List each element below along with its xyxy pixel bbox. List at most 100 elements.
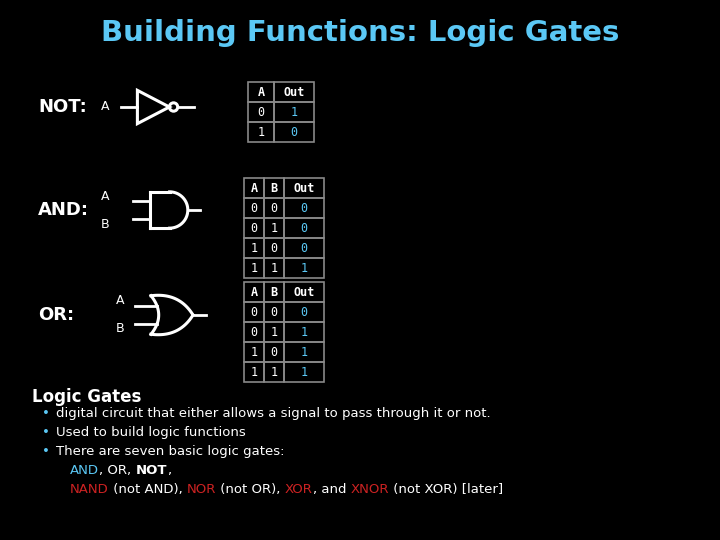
Text: 1: 1 — [290, 105, 297, 118]
Bar — [244, 238, 264, 258]
Text: ,: , — [167, 464, 171, 477]
Bar — [284, 258, 324, 278]
Text: A: A — [258, 85, 264, 98]
Bar — [244, 218, 264, 238]
Bar — [274, 82, 314, 102]
Text: 0: 0 — [300, 241, 307, 254]
Bar — [284, 322, 324, 342]
Bar — [264, 218, 284, 238]
Bar — [248, 122, 274, 142]
Text: 0: 0 — [251, 306, 258, 319]
Text: •: • — [42, 445, 50, 458]
Text: Building Functions: Logic Gates: Building Functions: Logic Gates — [101, 19, 619, 47]
Bar — [264, 282, 284, 302]
Text: 1: 1 — [300, 261, 307, 274]
Bar — [244, 362, 264, 382]
Bar — [264, 178, 284, 198]
Text: 0: 0 — [300, 306, 307, 319]
Bar — [244, 198, 264, 218]
Bar — [264, 258, 284, 278]
Text: B: B — [116, 322, 125, 335]
Text: NOT:: NOT: — [38, 98, 86, 116]
Text: 1: 1 — [300, 346, 307, 359]
Bar — [244, 342, 264, 362]
Bar — [264, 302, 284, 322]
Bar — [284, 362, 324, 382]
Text: A: A — [251, 286, 258, 299]
Text: 0: 0 — [258, 105, 264, 118]
Bar — [284, 198, 324, 218]
Text: B: B — [271, 286, 278, 299]
Bar — [264, 198, 284, 218]
Text: , OR,: , OR, — [99, 464, 135, 477]
Text: 1: 1 — [271, 326, 278, 339]
Bar — [284, 218, 324, 238]
Bar — [284, 302, 324, 322]
Text: Out: Out — [293, 181, 315, 194]
Text: NOR: NOR — [186, 483, 216, 496]
Bar — [248, 82, 274, 102]
Bar — [264, 342, 284, 362]
Bar — [264, 362, 284, 382]
Bar — [244, 282, 264, 302]
Text: •: • — [42, 407, 50, 420]
Text: 1: 1 — [251, 346, 258, 359]
Bar — [274, 102, 314, 122]
Text: 1: 1 — [271, 221, 278, 234]
Text: A: A — [101, 190, 109, 202]
Text: 1: 1 — [300, 366, 307, 379]
Text: B: B — [101, 218, 109, 231]
Text: (not AND),: (not AND), — [109, 483, 186, 496]
Text: 0: 0 — [271, 201, 278, 214]
Text: 1: 1 — [251, 366, 258, 379]
Bar — [244, 322, 264, 342]
Bar — [264, 322, 284, 342]
Bar — [274, 122, 314, 142]
Text: 1: 1 — [251, 241, 258, 254]
Text: B: B — [271, 181, 278, 194]
Text: 0: 0 — [300, 221, 307, 234]
Text: Out: Out — [283, 85, 305, 98]
Text: 0: 0 — [271, 241, 278, 254]
Text: 1: 1 — [300, 326, 307, 339]
Text: A: A — [116, 294, 125, 307]
Text: There are seven basic logic gates:: There are seven basic logic gates: — [56, 445, 284, 458]
Text: 0: 0 — [251, 201, 258, 214]
Text: (not OR),: (not OR), — [216, 483, 284, 496]
Text: XOR: XOR — [284, 483, 312, 496]
Text: 1: 1 — [271, 261, 278, 274]
Bar — [284, 238, 324, 258]
Text: (not XOR) [later]: (not XOR) [later] — [389, 483, 503, 496]
Text: A: A — [101, 100, 109, 113]
Text: , and: , and — [312, 483, 351, 496]
Text: AND:: AND: — [38, 201, 89, 219]
Bar — [284, 282, 324, 302]
Text: 0: 0 — [271, 306, 278, 319]
Text: 0: 0 — [271, 346, 278, 359]
Bar — [244, 258, 264, 278]
Text: OR:: OR: — [38, 306, 74, 324]
Text: Out: Out — [293, 286, 315, 299]
Text: NAND: NAND — [70, 483, 109, 496]
Bar — [244, 178, 264, 198]
Text: Logic Gates: Logic Gates — [32, 388, 141, 406]
Text: XNOR: XNOR — [351, 483, 389, 496]
Text: digital circuit that either allows a signal to pass through it or not.: digital circuit that either allows a sig… — [56, 407, 490, 420]
Text: 0: 0 — [251, 326, 258, 339]
Bar — [284, 178, 324, 198]
Text: A: A — [251, 181, 258, 194]
Bar — [244, 302, 264, 322]
Text: NOT: NOT — [135, 464, 167, 477]
Bar — [284, 342, 324, 362]
Text: Used to build logic functions: Used to build logic functions — [56, 426, 246, 439]
Text: 1: 1 — [258, 125, 264, 138]
Text: 0: 0 — [290, 125, 297, 138]
Text: •: • — [42, 426, 50, 439]
Bar — [248, 102, 274, 122]
Bar — [264, 238, 284, 258]
Text: 0: 0 — [300, 201, 307, 214]
Text: 1: 1 — [251, 261, 258, 274]
Text: AND: AND — [70, 464, 99, 477]
Text: 1: 1 — [271, 366, 278, 379]
Text: 0: 0 — [251, 221, 258, 234]
